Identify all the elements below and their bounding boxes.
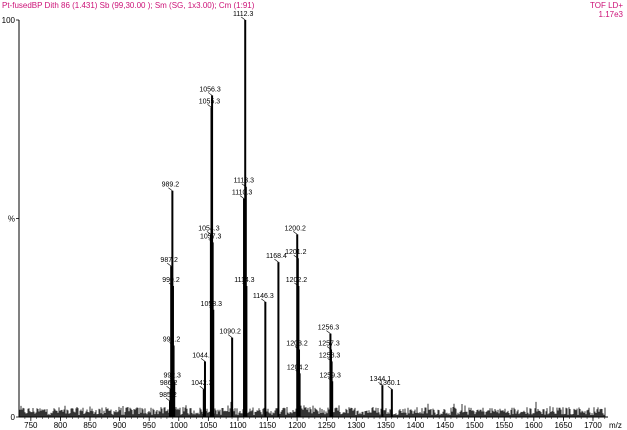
peak-label-990.2: 990.2 (162, 277, 180, 284)
peak-label-1204.2: 1204.2 (287, 364, 309, 371)
peak-leader-1057.3 (208, 239, 213, 243)
peak-label-1146.3: 1146.3 (253, 293, 274, 300)
x-tick-label: 800 (54, 421, 68, 430)
peak-leader-1360.1 (387, 385, 393, 390)
peak-label-985.2: 985.2 (159, 392, 177, 399)
x-axis-label: m/z (609, 421, 622, 430)
peak-label-991.2: 991.2 (163, 337, 181, 344)
peak-leader-1256.3 (326, 330, 331, 334)
x-tick-label: 1400 (407, 421, 425, 430)
x-tick-label: 900 (113, 421, 127, 430)
x-tick-label: 1100 (229, 421, 247, 430)
x-tick-label: 1600 (525, 421, 543, 430)
x-tick-label: 1500 (466, 421, 484, 430)
peak-leader-1056.3 (207, 92, 213, 96)
peak-label-1090.2: 1090.2 (219, 329, 241, 336)
x-tick-label: 1050 (199, 421, 217, 430)
peak-leader-989.2 (168, 187, 173, 191)
peak-label-992.3: 992.3 (163, 372, 181, 379)
peak-leader-1112.3 (241, 16, 246, 21)
sample-header: Pt-fusedBP Dith 86 (1.431) Sb (99,30.00 … (2, 1, 255, 10)
peak-label-1057.3: 1057.3 (200, 233, 222, 240)
baseline-noise (19, 401, 606, 417)
peak-label-1203.2: 1203.2 (286, 341, 308, 348)
peak-label-1201.2: 1201.2 (285, 249, 307, 256)
peak-leader-1055.3 (207, 104, 212, 108)
peak-leader-987.2 (167, 262, 172, 267)
peak-label-1058.3: 1058.3 (201, 301, 223, 308)
x-tick-label: 1300 (347, 421, 365, 430)
peak-leader-1201.2 (293, 254, 299, 259)
peak-leader-1202.2 (294, 282, 299, 287)
x-tick-label: 1700 (584, 421, 602, 430)
ionization-mode-label: TOF LD+ (590, 1, 623, 10)
x-tick-label: 1000 (170, 421, 188, 430)
peak-label-1110.3: 1110.3 (232, 190, 252, 197)
peak-leader-1110.3 (239, 195, 245, 199)
peak-leader-1344.1 (378, 381, 383, 386)
peak-label-1054.3: 1054.3 (198, 225, 220, 232)
peak-leader-990.2 (168, 282, 174, 287)
peak-leader-991.2 (169, 342, 174, 346)
peak-label-1257.3: 1257.3 (318, 341, 340, 348)
peak-leader-1113.3 (241, 183, 246, 187)
peak-leader-1054.3 (206, 231, 212, 235)
peak-label-1200.2: 1200.2 (285, 225, 307, 232)
peak-leader-992.3 (170, 378, 175, 382)
peak-leader-1258.3 (327, 358, 332, 362)
peak-label-1042.3: 1042.3 (191, 380, 213, 387)
peak-label-989.2: 989.2 (162, 182, 180, 189)
y-tick-label: 0 (11, 413, 16, 422)
peak-leader-1044.3 (200, 358, 206, 362)
y-tick-label: 100 (2, 16, 16, 25)
x-tick-label: 950 (143, 421, 157, 430)
x-tick-label: 1200 (288, 421, 306, 430)
x-tick-label: 1650 (554, 421, 572, 430)
peak-leader-1259.3 (328, 378, 333, 382)
peak-label-1202.2: 1202.2 (286, 277, 308, 284)
peak-series (169, 20, 393, 417)
peak-leader-1203.2 (294, 346, 300, 350)
x-tick-label: 1450 (436, 421, 454, 430)
peak-label-1344.1: 1344.1 (370, 376, 392, 383)
peak-labels: 985.2 986.2 987.2 989.2 990.2 991.2 992.3 1042.… (159, 11, 401, 402)
peak-leader-1090.2 (227, 334, 233, 338)
peak-label-1258.3: 1258.3 (319, 352, 341, 359)
peak-label-1168.4: 1168.4 (266, 253, 287, 260)
peak-label-1055.3: 1055.3 (199, 98, 221, 105)
peak-leader-985.2 (165, 397, 171, 402)
x-tick-label: 1550 (495, 421, 513, 430)
peak-leader-1146.3 (261, 298, 266, 303)
x-tick-label: 1150 (259, 421, 277, 430)
x-tick-label: 1350 (377, 421, 395, 430)
peak-leader-1114.3 (242, 282, 247, 287)
axes: 750 800 850 900 950 1000 1050 1100 1150 1200 1250 1… (2, 16, 622, 430)
peak-leader-1042.3 (199, 385, 204, 390)
peak-label-1044.3: 1044.3 (192, 352, 214, 359)
x-tick-label: 850 (83, 421, 97, 430)
peak-label-1056.3: 1056.3 (199, 86, 221, 93)
peak-label-986.2: 986.2 (160, 380, 178, 387)
peak-label-1112.3: 1112.3 (233, 11, 253, 18)
y-tick-label: % (8, 215, 15, 224)
peak-label-1360.1: 1360.1 (379, 380, 401, 387)
peak-leader-1200.2 (293, 231, 298, 235)
peak-label-987.2: 987.2 (160, 257, 178, 264)
peak-leader-986.2 (166, 385, 171, 390)
x-tick-label: 750 (24, 421, 38, 430)
max-intensity-label: 1.17e3 (598, 10, 623, 19)
peak-leader-1257.3 (326, 346, 332, 350)
instrument-header: TOF LD+ 1.17e3 (590, 1, 623, 19)
peak-leader-1204.2 (295, 370, 300, 374)
x-tick-label: 1250 (318, 421, 336, 430)
noise-trace (19, 401, 606, 417)
peak-leader-1168.4 (274, 258, 279, 263)
peak-label-1114.3: 1114.3 (234, 277, 254, 284)
peak-leader-1058.3 (209, 306, 214, 311)
peak-label-1259.3: 1259.3 (319, 372, 341, 379)
peak-label-1256.3: 1256.3 (318, 325, 340, 332)
peak-label-1113.3: 1113.3 (234, 178, 254, 185)
